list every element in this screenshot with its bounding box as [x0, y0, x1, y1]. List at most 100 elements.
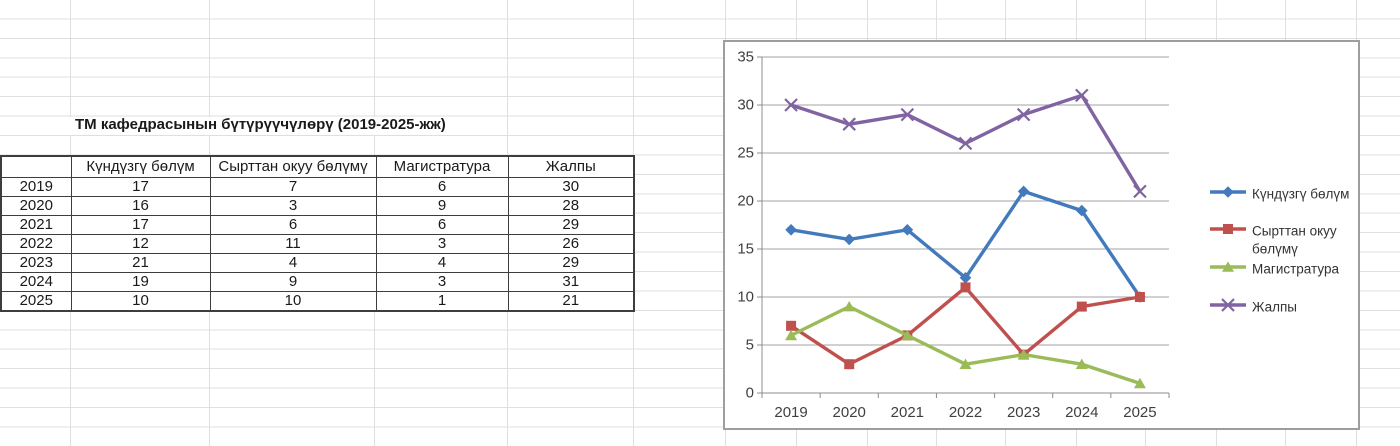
y-tick-label: 10 — [737, 289, 754, 306]
data-point-marker — [1075, 358, 1088, 369]
table-cell[interactable]: 6 — [375, 177, 509, 197]
table-cell[interactable]: 1 — [375, 291, 509, 312]
table-cell[interactable]: 3 — [375, 234, 509, 254]
data-table[interactable]: Күндүзгү бөлүм Сырттан окуу бөлүмү Магистр… — [0, 155, 635, 312]
data-point-marker — [1017, 349, 1030, 360]
table-header-cell[interactable]: Жалпы — [507, 155, 635, 178]
table-cell[interactable]: 4 — [375, 253, 509, 273]
table-cell[interactable]: 9 — [375, 196, 509, 216]
table-cell[interactable]: 31 — [507, 272, 635, 292]
table-cell[interactable]: 26 — [507, 234, 635, 254]
table-header-cell[interactable]: Магистратура — [375, 155, 509, 178]
table-cell[interactable]: 21 — [70, 253, 211, 273]
table-header-row: Күндүзгү бөлүм Сырттан окуу бөлүмү Магистр… — [0, 155, 635, 178]
data-point-marker — [901, 224, 914, 236]
table-cell[interactable]: 4 — [209, 253, 377, 273]
data-point-marker — [959, 358, 972, 369]
legend-label[interactable]: Жалпы — [1252, 300, 1297, 315]
row-year-cell[interactable]: 2022 — [0, 234, 72, 254]
table-cell[interactable]: 11 — [209, 234, 377, 254]
sheet-title[interactable]: ТМ кафедрасынын бүтүрүүчүлөрү (2019-2025… — [75, 116, 446, 133]
data-point-marker — [1075, 88, 1089, 103]
chart[interactable]: 0 5 10 15 20 25 30 35 2019 2020 2021 2022 2023 2024 20… — [723, 40, 1360, 430]
row-year-cell[interactable]: 2021 — [0, 215, 72, 235]
legend-label[interactable]: Күндүзгү бөлүм — [1252, 187, 1349, 202]
table-cell[interactable]: 17 — [70, 215, 211, 235]
row-year-cell[interactable]: 2025 — [0, 291, 72, 312]
table-cell[interactable]: 16 — [70, 196, 211, 216]
table-cell[interactable]: 28 — [507, 196, 635, 216]
row-year-cell[interactable]: 2019 — [0, 177, 72, 197]
legend-key-marker — [1222, 186, 1234, 198]
y-tick-label: 20 — [737, 193, 754, 210]
table-cell[interactable]: 12 — [70, 234, 211, 254]
data-point-marker — [842, 117, 856, 131]
data-point-marker — [843, 233, 856, 246]
table-cell[interactable]: 7 — [209, 177, 377, 197]
table-row: 2023 21 4 4 29 — [0, 253, 635, 273]
data-point-marker — [958, 136, 973, 151]
table-row: 2020 16 3 9 28 — [0, 196, 635, 216]
data-point-marker — [900, 107, 915, 122]
x-tick-label: 2023 — [1007, 404, 1040, 421]
table-cell[interactable]: 3 — [209, 196, 377, 216]
x-tick-label: 2020 — [833, 404, 866, 421]
table-cell[interactable]: 29 — [507, 215, 635, 235]
legend-label[interactable]: Сырттан окуу — [1252, 224, 1337, 239]
data-point-marker — [960, 282, 971, 293]
data-point-marker — [1133, 184, 1147, 199]
y-tick-label: 30 — [737, 97, 754, 114]
data-point-marker — [1075, 204, 1088, 217]
data-point-marker — [901, 329, 914, 341]
y-tick-label: 15 — [737, 241, 754, 258]
table-cell[interactable]: 29 — [507, 253, 635, 273]
data-point-marker — [784, 98, 798, 112]
table-cell[interactable]: 30 — [507, 177, 635, 197]
y-tick-label: 5 — [746, 337, 754, 354]
table-header-cell[interactable]: Күндүзгү бөлүм — [70, 155, 211, 178]
title-cell-backing — [70, 117, 468, 135]
x-tick-label: 2019 — [774, 404, 807, 421]
data-point-marker — [1076, 301, 1087, 312]
table-row: 2019 17 7 6 30 — [0, 177, 635, 197]
table-row: 2021 17 6 6 29 — [0, 215, 635, 235]
legend-label[interactable]: Магистратура — [1252, 262, 1339, 277]
table-cell[interactable]: 21 — [507, 291, 635, 312]
table-header-cell[interactable]: Сырттан окуу бөлүмү — [209, 155, 377, 178]
data-point-marker — [785, 224, 797, 236]
table-cell[interactable]: 6 — [375, 215, 509, 235]
table-cell[interactable]: 9 — [209, 272, 377, 292]
legend-key-marker — [1223, 224, 1233, 234]
data-point-marker — [785, 329, 798, 341]
x-tick-label: 2022 — [949, 404, 982, 421]
table-cell[interactable]: 3 — [375, 272, 509, 292]
legend-key-marker — [1221, 298, 1235, 312]
y-tick-label: 25 — [737, 145, 754, 162]
row-year-cell[interactable]: 2024 — [0, 272, 72, 292]
row-year-cell[interactable]: 2020 — [0, 196, 72, 216]
data-point-marker — [1133, 377, 1146, 389]
data-point-marker — [786, 320, 797, 331]
legend-label[interactable]: бөлүмү — [1252, 242, 1298, 257]
table-cell[interactable]: 17 — [70, 177, 211, 197]
data-point-marker — [1134, 292, 1145, 302]
data-point-marker — [1017, 185, 1030, 198]
x-tick-label: 2021 — [891, 404, 924, 421]
data-point-marker — [1016, 107, 1031, 122]
x-tick-label: 2025 — [1123, 404, 1156, 421]
table-corner-cell[interactable] — [0, 155, 72, 178]
row-year-cell[interactable]: 2023 — [0, 253, 72, 273]
legend-key-marker — [1222, 261, 1234, 272]
table-cell[interactable]: 10 — [70, 291, 211, 312]
table-cell[interactable]: 19 — [70, 272, 211, 292]
table-row: 2024 19 9 3 31 — [0, 272, 635, 292]
series-line[interactable] — [790, 285, 1141, 367]
y-tick-label: 0 — [746, 385, 754, 402]
table-cell[interactable]: 10 — [209, 291, 377, 312]
data-point-marker — [843, 301, 856, 312]
table-row: 2022 12 11 3 26 — [0, 234, 635, 254]
table-cell[interactable]: 6 — [209, 215, 377, 235]
data-point-marker — [844, 359, 855, 370]
